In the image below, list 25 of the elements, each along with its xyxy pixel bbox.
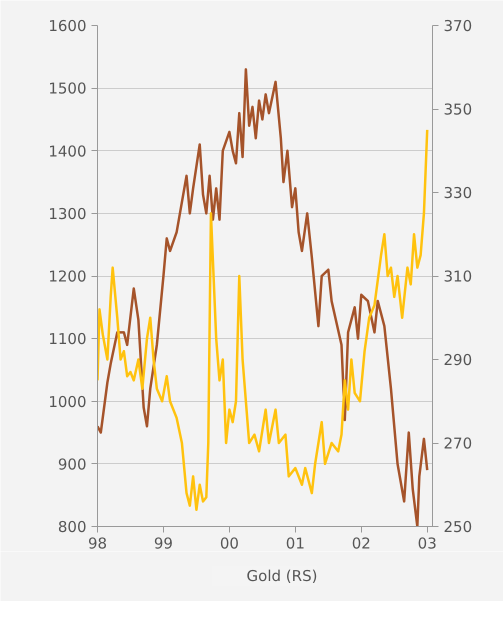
- x-tick-label: 98: [88, 534, 108, 552]
- y-tick-label: 900: [58, 455, 87, 474]
- x-tick-label: 01: [286, 534, 305, 552]
- line-series: [98, 68, 428, 526]
- line-series: [98, 128, 428, 512]
- x-tick-label: 02: [352, 534, 371, 552]
- y-tick-label: 1500: [48, 80, 87, 98]
- y-tick-label: 1400: [48, 142, 87, 160]
- y2-tick-label: 350: [444, 100, 472, 118]
- y-tick-label: 800: [58, 518, 87, 536]
- x-tick-label: 03: [418, 534, 437, 552]
- y-tick-label: 1300: [48, 204, 87, 223]
- text: Gold (RS): [246, 567, 318, 585]
- y2-tick-label: 370: [444, 17, 472, 35]
- x-tick-label: 99: [154, 534, 173, 552]
- y2-tick-label: 250: [444, 518, 472, 536]
- x-tick-label: 00: [220, 534, 239, 552]
- y-tick-label: 1200: [48, 268, 87, 286]
- y-tick-label: 1600: [48, 17, 87, 35]
- y-tick-label: 1000: [48, 392, 87, 411]
- y2-tick-label: 270: [444, 434, 472, 452]
- y2-tick-label: 290: [444, 351, 472, 369]
- y2-tick-label: 310: [444, 268, 472, 286]
- y2-tick-label: 330: [444, 184, 472, 202]
- y-tick-label: 1100: [48, 330, 87, 348]
